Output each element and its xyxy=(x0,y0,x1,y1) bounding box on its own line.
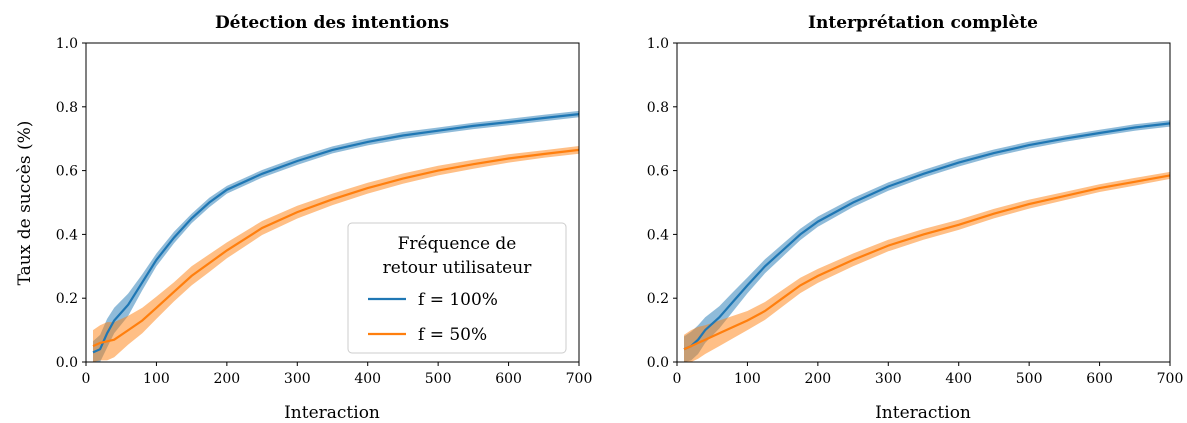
y-tick-label: 0.8 xyxy=(647,100,669,116)
x-tick-label: 200 xyxy=(804,371,831,387)
legend: Fréquence de retour utilisateur f = 100% f … xyxy=(347,222,567,354)
y-tick-label: 0.8 xyxy=(56,100,78,116)
chart-title: Détection des intentions xyxy=(215,13,449,33)
x-tick-label: 100 xyxy=(734,371,761,387)
x-tick-label: 300 xyxy=(284,371,311,387)
legend-label-1: f = 50% xyxy=(418,325,487,345)
chart-panel-full-interpretation: Interprétation complète Interaction 0 100… xyxy=(647,13,1184,423)
series-line-0 xyxy=(683,122,1171,351)
y-tick-label: 1.0 xyxy=(647,36,669,52)
series-line-1 xyxy=(683,174,1171,351)
x-tick-label: 600 xyxy=(1086,371,1113,387)
x-tick-label: 300 xyxy=(875,371,902,387)
x-tick-label: 700 xyxy=(566,371,593,387)
series-band-1 xyxy=(684,171,1170,362)
x-tick-label: 600 xyxy=(495,371,522,387)
y-tick-label: 0.4 xyxy=(56,227,78,243)
x-tick-label: 0 xyxy=(673,371,682,387)
y-tick-label: 0.2 xyxy=(647,291,669,307)
axes-frame xyxy=(85,42,580,363)
series-line-1 xyxy=(92,148,580,348)
y-axis-label: Taux de succès (%) xyxy=(15,121,35,286)
series-band-0 xyxy=(684,120,1170,362)
y-tick-label: 0.6 xyxy=(56,164,78,180)
y-tick-label: 0.0 xyxy=(56,355,78,371)
legend-title: retour utilisateur xyxy=(383,258,533,278)
chart-title: Interprétation complète xyxy=(808,13,1038,33)
axes-frame xyxy=(676,42,1171,363)
x-tick-label: 500 xyxy=(425,371,452,387)
x-axis-label: Interaction xyxy=(284,403,380,423)
x-tick-label: 400 xyxy=(354,371,381,387)
x-tick-label: 700 xyxy=(1157,371,1184,387)
x-axis-label: Interaction xyxy=(875,403,971,423)
series-line-0 xyxy=(92,113,580,354)
legend-label-0: f = 100% xyxy=(418,290,498,310)
legend-title: Fréquence de xyxy=(398,234,517,254)
x-tick-label: 200 xyxy=(213,371,240,387)
x-tick-label: 500 xyxy=(1016,371,1043,387)
x-tick-label: 100 xyxy=(143,371,170,387)
chart-panel-intent-detection: Détection des intentions Taux de succès … xyxy=(15,13,592,423)
y-tick-label: 1.0 xyxy=(56,36,78,52)
x-tick-label: 0 xyxy=(82,371,91,387)
y-tick-label: 0.0 xyxy=(647,355,669,371)
y-tick-label: 0.6 xyxy=(647,164,669,180)
legend-box xyxy=(347,222,567,354)
y-tick-label: 0.4 xyxy=(647,227,669,243)
x-tick-label: 400 xyxy=(945,371,972,387)
y-tick-label: 0.2 xyxy=(56,291,78,307)
